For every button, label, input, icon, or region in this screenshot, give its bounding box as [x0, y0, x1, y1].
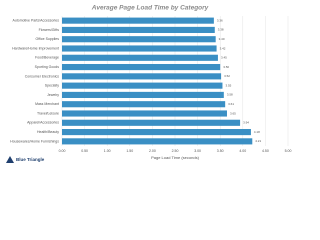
value-label: 3.58 [227, 93, 233, 97]
bar [62, 119, 241, 126]
x-tick-label: 1.50 [126, 149, 133, 153]
bar [62, 73, 222, 80]
y-tick-label: Sporting Goods [35, 65, 60, 69]
y-tick-label: Mass Merchant [35, 102, 59, 106]
value-label: 3.50 [223, 65, 229, 69]
bar [62, 101, 226, 108]
logo-icon [6, 156, 14, 163]
bar [62, 26, 215, 33]
y-tick-label: Health/Beauty [37, 130, 59, 134]
bar [62, 138, 253, 145]
y-tick-label: Office Supplies [36, 37, 60, 41]
value-label: 3.38 [218, 28, 224, 32]
bar [62, 36, 216, 43]
value-label: 3.45 [221, 56, 227, 60]
x-tick-label: 4.00 [239, 149, 246, 153]
x-tick-label: 1.00 [104, 149, 111, 153]
value-label: 3.65 [230, 111, 236, 115]
value-label: 3.55 [225, 83, 231, 87]
x-tick-label: 0.00 [59, 149, 66, 153]
chart-title: Average Page Load Time by Category [91, 5, 209, 12]
y-tick-label: Hardware/Home Improvement [12, 46, 59, 50]
y-tick-label: Automotive Parts/Accessories [13, 19, 60, 23]
y-tick-label: Housewares/Home Furnishings [10, 139, 59, 143]
bar [62, 54, 218, 61]
x-tick-label: 3.50 [217, 149, 224, 153]
bar [62, 82, 223, 89]
bar [62, 110, 227, 117]
bar [62, 45, 217, 52]
x-tick-label: 0.50 [81, 149, 88, 153]
bar [62, 129, 251, 136]
bar [62, 17, 214, 24]
value-label: 3.40 [219, 37, 225, 41]
y-tick-label: Travel/Leisure [37, 111, 59, 115]
bar [62, 91, 224, 98]
value-label: 3.94 [243, 121, 249, 125]
value-label: 3.36 [217, 18, 223, 22]
x-axis-title: Page Load Time (seconds) [151, 155, 199, 160]
x-tick-label: 2.00 [149, 149, 156, 153]
y-tick-label: Jewelry [47, 93, 59, 97]
x-tick-label: 4.50 [262, 149, 269, 153]
x-tick-label: 2.50 [172, 149, 179, 153]
y-tick-label: Flowers/Gifts [39, 28, 60, 32]
value-label: 4.21 [255, 139, 261, 143]
value-label: 3.52 [224, 74, 230, 78]
value-label: 3.61 [228, 102, 234, 106]
value-label: 4.18 [254, 130, 260, 134]
logo-text: Blue Triangle [16, 157, 45, 162]
bar [62, 64, 221, 71]
x-tick-label: 3.00 [194, 149, 201, 153]
chart: Average Page Load Time by Category Page … [6, 4, 292, 163]
y-tick-label: Specialty [45, 84, 59, 88]
x-tick-label: 5.00 [285, 149, 292, 153]
value-label: 3.42 [220, 46, 226, 50]
y-tick-label: Apparel/Accessories [27, 121, 59, 125]
y-tick-label: Food/Beverage [35, 56, 59, 60]
y-tick-label: Consumer Electronics [25, 74, 59, 78]
